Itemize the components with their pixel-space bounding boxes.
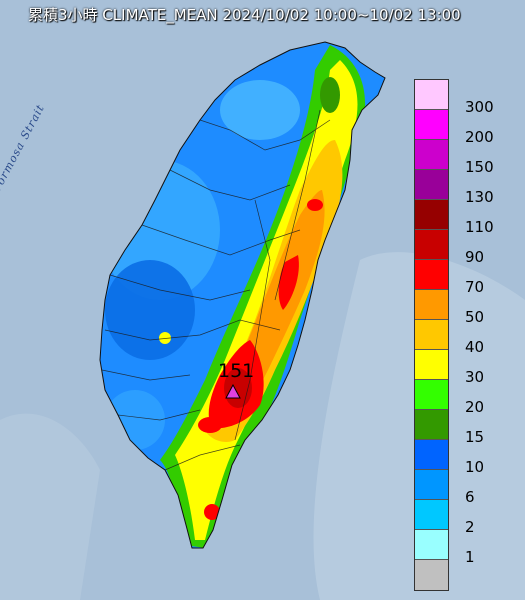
legend-swatch <box>415 140 448 170</box>
legend-swatch <box>415 290 448 320</box>
legend-label: 6 <box>465 488 475 506</box>
legend-swatch <box>415 560 448 590</box>
legend-label: 300 <box>465 98 494 116</box>
legend-label: 40 <box>465 338 485 356</box>
legend-label: 1 <box>465 548 475 566</box>
county-boundaries <box>101 109 331 471</box>
legend-label: 130 <box>465 188 494 206</box>
taiwan-coastline <box>99 41 386 549</box>
legend-swatch <box>415 110 448 140</box>
legend-label: 15 <box>465 428 485 446</box>
legend-swatch <box>415 230 448 260</box>
legend-swatch <box>415 410 448 440</box>
legend-swatch <box>415 530 448 560</box>
legend-swatch <box>415 320 448 350</box>
legend-swatch <box>415 260 448 290</box>
legend-label: 10 <box>465 458 485 476</box>
legend-label: 30 <box>465 368 485 386</box>
legend-label: 50 <box>465 308 485 326</box>
cloud-texture <box>0 413 100 600</box>
legend-label: 90 <box>465 248 485 266</box>
legend-label: 150 <box>465 158 494 176</box>
legend-swatch <box>415 170 448 200</box>
legend-swatch <box>415 470 448 500</box>
legend-label: 70 <box>465 278 485 296</box>
legend-swatch <box>415 80 448 110</box>
legend-label: 110 <box>465 218 494 236</box>
legend-label: 2 <box>465 518 475 536</box>
legend-swatch <box>415 350 448 380</box>
legend-swatch <box>415 440 448 470</box>
color-legend <box>414 79 449 591</box>
legend-swatch <box>415 380 448 410</box>
max-rainfall-marker-icon <box>225 383 241 399</box>
legend-swatch <box>415 500 448 530</box>
legend-label: 200 <box>465 128 494 146</box>
max-value-label: 151 <box>218 360 255 382</box>
rainfall-field <box>100 42 385 548</box>
legend-label: 20 <box>465 398 485 416</box>
legend-swatch <box>415 200 448 230</box>
map-title: 累積3小時 CLIMATE_MEAN 2024/10/02 10:00~10/0… <box>28 6 461 24</box>
